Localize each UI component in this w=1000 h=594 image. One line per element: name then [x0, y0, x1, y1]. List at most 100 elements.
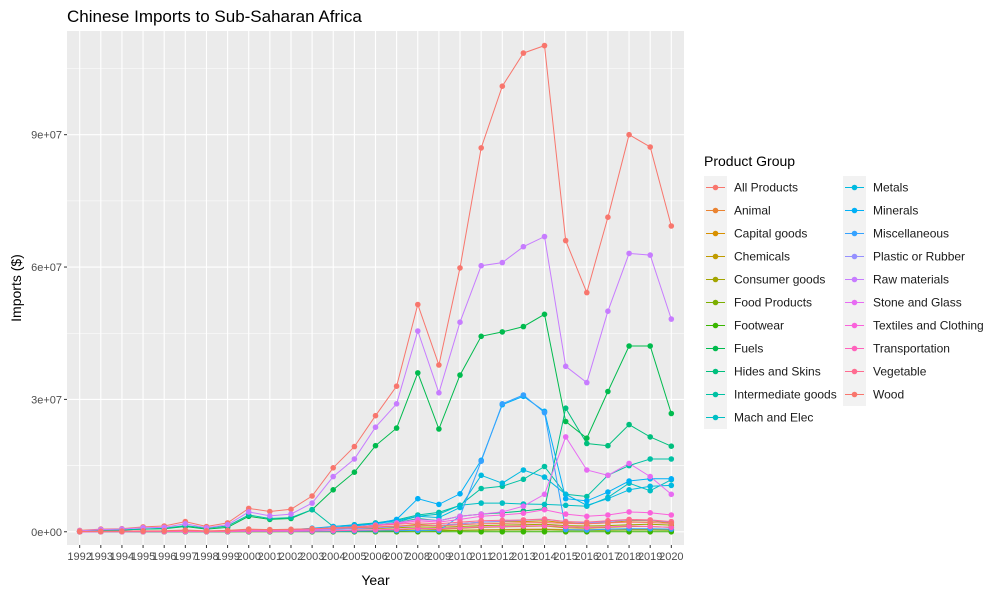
legend-key-point: [712, 207, 719, 214]
legend-key-point: [851, 391, 858, 398]
legend-key-point: [851, 253, 858, 260]
point-all-products: [520, 50, 527, 56]
legend-key-point: [851, 207, 858, 214]
legend-key-point: [851, 230, 858, 237]
legend-item-intermediate-goods: Intermediate goods: [704, 383, 837, 406]
point-raw-materials: [478, 262, 485, 269]
point-fuels: [330, 487, 337, 493]
point-all-products: [668, 223, 675, 229]
series-points: [76, 42, 675, 535]
point-all-products: [309, 493, 315, 499]
x-tick-label: 2018: [617, 551, 641, 563]
point-footwear: [478, 529, 485, 535]
point-metals: [584, 502, 590, 509]
x-tick-label: 2012: [490, 551, 514, 563]
point-wood: [351, 524, 358, 531]
y-axis: 0e+00 3e+07 6e+07 9e+07: [31, 130, 67, 539]
point-intermediate-goods: [584, 493, 590, 500]
point-raw-materials: [499, 259, 506, 266]
x-tick-label: 2020: [659, 551, 683, 563]
point-fuels: [393, 425, 400, 431]
legend-label: Fuels: [734, 342, 763, 356]
point-fuels: [605, 388, 611, 395]
legend-title: Product Group: [704, 153, 795, 169]
point-wood: [562, 520, 569, 527]
point-wood: [119, 528, 125, 534]
point-minerals: [584, 498, 590, 504]
point-textiles-and-clothing: [584, 513, 590, 520]
x-tick-label: 2009: [427, 551, 451, 563]
point-raw-materials: [288, 511, 294, 517]
legend-item-textiles-and-clothing: Textiles and Clothing: [843, 314, 984, 337]
x-tick-label: 2004: [321, 551, 345, 563]
point-wood: [415, 522, 421, 528]
point-stone-and-glass: [562, 434, 569, 440]
point-footwear: [457, 529, 463, 535]
point-wood: [584, 521, 590, 527]
point-minerals: [436, 501, 442, 508]
x-tick-label: 2011: [469, 551, 493, 563]
point-textiles-and-clothing: [478, 513, 485, 520]
legend-label: Wood: [873, 388, 904, 402]
legend-key-point: [851, 322, 858, 329]
point-wood: [647, 519, 653, 526]
point-raw-materials: [393, 401, 400, 407]
y-tick-label: 3e+07: [31, 394, 62, 406]
chart-title: Chinese Imports to Sub-Saharan Africa: [67, 7, 362, 26]
point-raw-materials: [562, 363, 569, 370]
legend-label: All Products: [734, 181, 798, 195]
legend-item-wood: Wood: [843, 383, 904, 406]
point-raw-materials: [668, 316, 675, 322]
point-wood: [309, 525, 315, 532]
x-tick-label: 1992: [67, 551, 91, 563]
point-wood: [76, 528, 83, 535]
x-tick-label: 2016: [575, 551, 599, 563]
point-raw-materials: [457, 319, 463, 326]
point-transportation: [668, 524, 675, 531]
point-mach-and-elec: [647, 487, 653, 494]
legend-label: Intermediate goods: [734, 388, 837, 402]
legend-key-point: [712, 414, 719, 421]
point-stone-and-glass: [605, 472, 611, 479]
point-all-products: [562, 237, 569, 244]
point-metals: [626, 487, 632, 493]
point-raw-materials: [351, 456, 358, 462]
legend-label: Mach and Elec: [734, 411, 813, 425]
point-raw-materials: [267, 513, 273, 519]
x-axis: 1992199319941995199619971998199920002001…: [67, 545, 684, 563]
point-intermediate-goods: [520, 476, 527, 483]
point-textiles-and-clothing: [562, 511, 569, 517]
x-tick-label: 2007: [384, 551, 408, 563]
point-minerals: [415, 495, 421, 502]
legend: Product Group All Products Animal Capital …: [704, 153, 984, 429]
point-wood: [182, 527, 189, 533]
point-all-products: [351, 443, 358, 450]
point-miscellaneous: [499, 401, 506, 407]
legend-key-point: [712, 322, 719, 329]
legend-item-vegetable: Vegetable: [843, 360, 927, 383]
legend-label: Raw materials: [873, 273, 949, 287]
point-textiles-and-clothing: [541, 506, 548, 513]
point-raw-materials: [372, 424, 379, 431]
legend-item-miscellaneous: Miscellaneous: [843, 222, 949, 245]
point-textiles-and-clothing: [626, 509, 632, 515]
x-tick-label: 1994: [110, 551, 134, 563]
x-tick-label: 1999: [215, 551, 239, 563]
point-fuels: [351, 469, 358, 476]
legend-label: Animal: [734, 204, 771, 218]
legend-label: Consumer goods: [734, 273, 825, 287]
point-all-products: [415, 301, 421, 308]
point-raw-materials: [224, 521, 231, 528]
point-hides-and-skins: [584, 440, 590, 447]
point-textiles-and-clothing: [668, 512, 675, 518]
legend-label: Textiles and Clothing: [873, 319, 984, 333]
point-fuels: [499, 329, 506, 335]
x-tick-label: 2014: [532, 551, 556, 563]
legend-label: Vegetable: [873, 365, 927, 379]
point-intermediate-goods: [668, 456, 675, 462]
point-stone-and-glass: [584, 467, 590, 473]
point-metals: [647, 483, 653, 490]
legend-key-point: [712, 230, 719, 237]
legend-item-plastic-or-rubber: Plastic or Rubber: [843, 245, 965, 268]
